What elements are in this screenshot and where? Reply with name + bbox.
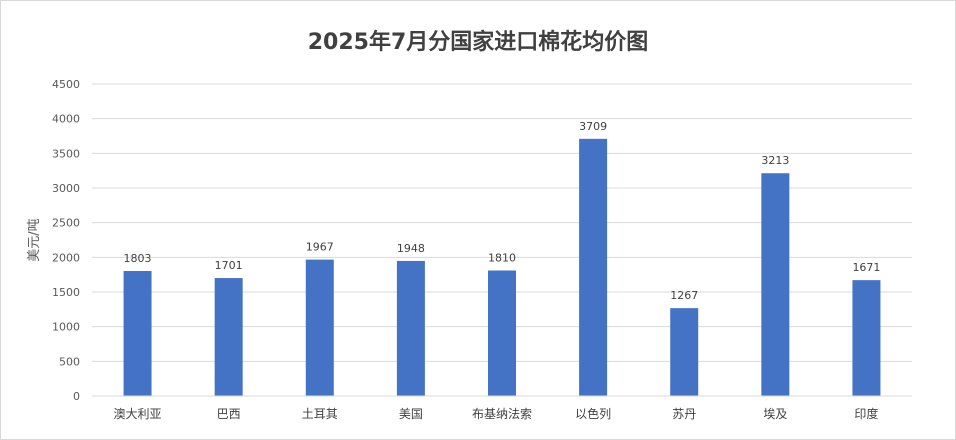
y-tick-label: 2500 — [52, 217, 80, 230]
bar — [761, 173, 790, 396]
y-tick-label: 2000 — [52, 251, 80, 264]
y-tick-label: 500 — [59, 355, 80, 368]
x-category-label: 以色列 — [575, 407, 611, 421]
y-tick-label: 3000 — [52, 182, 80, 195]
bar — [488, 270, 516, 396]
y-tick-label: 4000 — [52, 113, 80, 126]
data-label: 1948 — [397, 242, 425, 255]
y-tick-label: 3500 — [52, 147, 80, 160]
y-tick-label: 1000 — [52, 321, 80, 334]
x-category-label: 印度 — [854, 406, 878, 421]
bar — [305, 259, 334, 396]
data-label: 3213 — [761, 154, 789, 167]
data-label: 3709 — [579, 120, 607, 133]
x-category-label: 布基纳法索 — [472, 407, 532, 421]
data-label: 1810 — [488, 252, 516, 265]
x-category-label: 澳大利亚 — [114, 407, 162, 421]
y-tick-label: 0 — [73, 390, 80, 403]
x-category-label: 巴西 — [217, 407, 241, 421]
y-tick-label: 1500 — [52, 286, 80, 299]
x-category-label: 美国 — [399, 407, 423, 421]
data-label: 1671 — [852, 261, 880, 274]
x-category-label: 埃及 — [763, 407, 787, 421]
bars — [123, 138, 881, 397]
y-axis-label: 美元/吨 — [27, 218, 42, 261]
bar — [670, 308, 699, 396]
data-label: 1967 — [306, 241, 334, 254]
data-label: 1267 — [670, 289, 698, 302]
data-label: 1701 — [215, 259, 243, 272]
x-category-label: 苏丹 — [672, 407, 696, 421]
bar — [579, 138, 608, 397]
bar — [852, 280, 881, 396]
bar — [214, 278, 243, 396]
data-labels: 1803 1701 1967 1948 1810 3709 1267 3213 1671 — [124, 120, 881, 302]
y-axis-ticks: 0 500 1000 1500 2000 2500 3000 3500 4000 4500 — [52, 78, 80, 403]
chart-title: 2025年7月分国家进口棉花均价图 — [307, 30, 649, 55]
x-category-label: 土耳其 — [302, 407, 338, 421]
y-tick-label: 4500 — [52, 78, 80, 91]
data-label: 1803 — [124, 252, 152, 265]
bar — [123, 270, 152, 396]
x-axis-categories: 澳大利亚 巴西 土耳其 美国 布基纳法索 以色列 苏丹 埃及 印度 — [114, 406, 879, 421]
bar — [396, 260, 425, 396]
